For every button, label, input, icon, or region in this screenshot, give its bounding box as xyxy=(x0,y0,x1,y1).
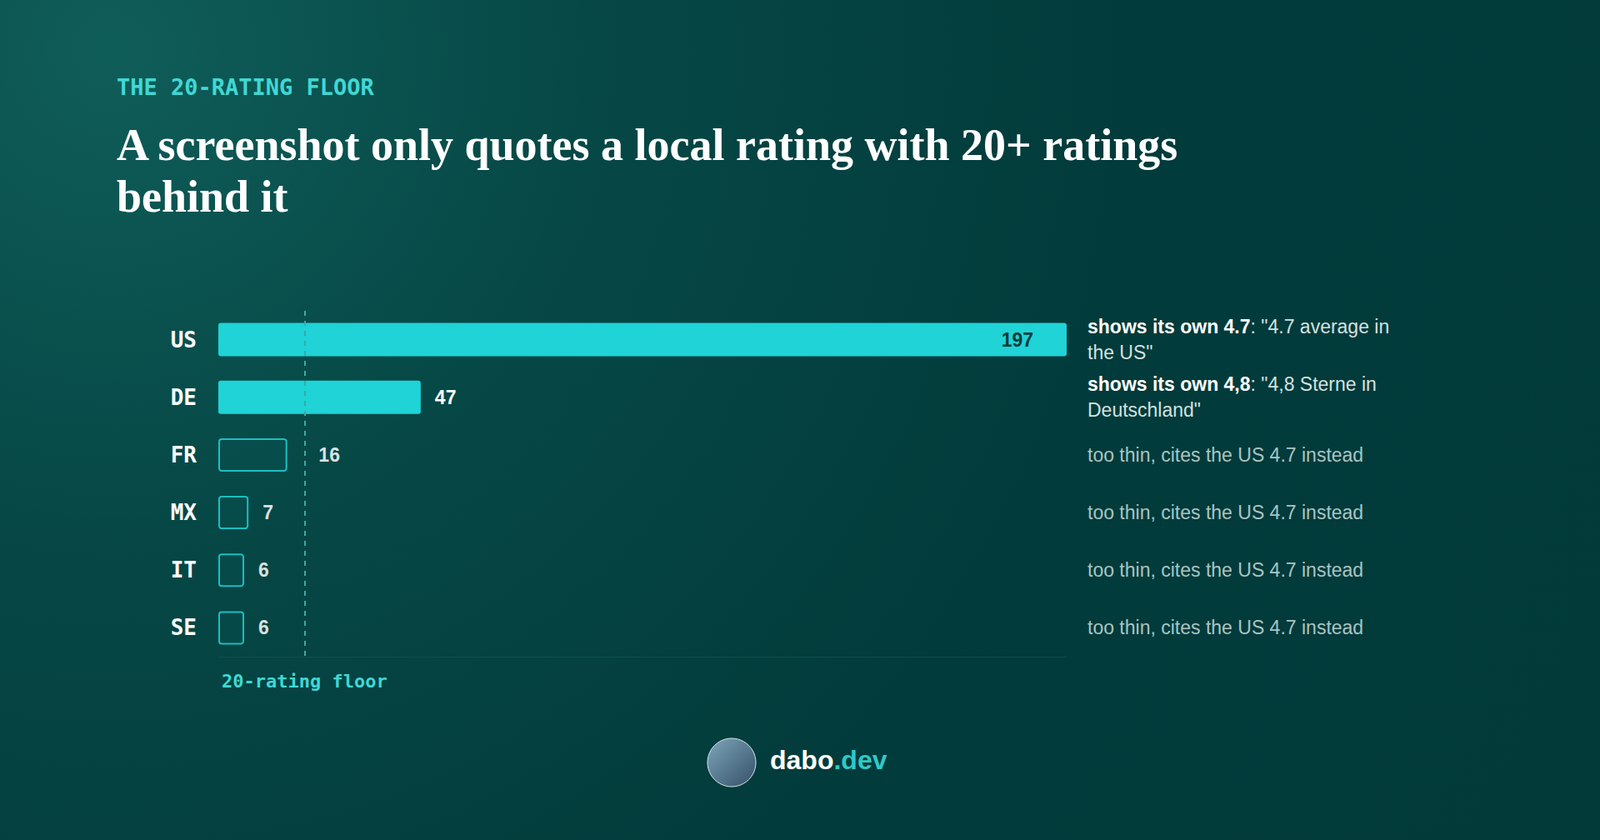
svg-text:US: US xyxy=(170,327,197,353)
svg-text:the US": the US" xyxy=(1087,341,1153,364)
svg-text:FR: FR xyxy=(170,442,198,468)
svg-text:DE: DE xyxy=(170,385,197,410)
svg-text:shows its own 4.7: shows its own 4.7 xyxy=(1087,315,1251,338)
svg-text:A screenshot only quotes a loc: A screenshot only quotes a local rating … xyxy=(116,120,1190,170)
svg-text:too thin, cites the US 4.7 ins: too thin, cites the US 4.7 instead xyxy=(1087,616,1364,639)
svg-text:7: 7 xyxy=(262,501,274,524)
svg-text:16: 16 xyxy=(318,444,340,466)
svg-text:too thin, cites the US 4.7 ins: too thin, cites the US 4.7 instead xyxy=(1087,501,1364,524)
svg-text:too thin, cites the US 4.7 ins: too thin, cites the US 4.7 instead xyxy=(1087,444,1364,466)
svg-text:THE 20-RATING FLOOR: THE 20-RATING FLOOR xyxy=(116,74,375,100)
svg-text:: "4,8 Sterne in: : "4,8 Sterne in xyxy=(1250,373,1383,395)
svg-text:SE: SE xyxy=(170,615,197,640)
svg-text:197: 197 xyxy=(1001,329,1034,351)
svg-text:: "4.7 average in: : "4.7 average in xyxy=(1250,315,1395,338)
svg-text:47: 47 xyxy=(435,386,457,409)
svg-text:Deutschland": Deutschland" xyxy=(1087,399,1201,421)
svg-text:dabo: dabo xyxy=(770,745,834,775)
svg-text:6: 6 xyxy=(258,616,270,639)
svg-text:IT: IT xyxy=(170,557,197,583)
svg-text:behind it: behind it xyxy=(116,171,289,222)
svg-text:20-rating floor: 20-rating floor xyxy=(221,670,388,692)
svg-text:.dev: .dev xyxy=(833,745,887,775)
svg-text:shows its own 4,8: shows its own 4,8 xyxy=(1087,373,1251,395)
svg-text:too thin, cites the US 4.7 ins: too thin, cites the US 4.7 instead xyxy=(1087,559,1364,581)
svg-text:6: 6 xyxy=(258,559,270,581)
svg-text:MX: MX xyxy=(170,500,198,525)
